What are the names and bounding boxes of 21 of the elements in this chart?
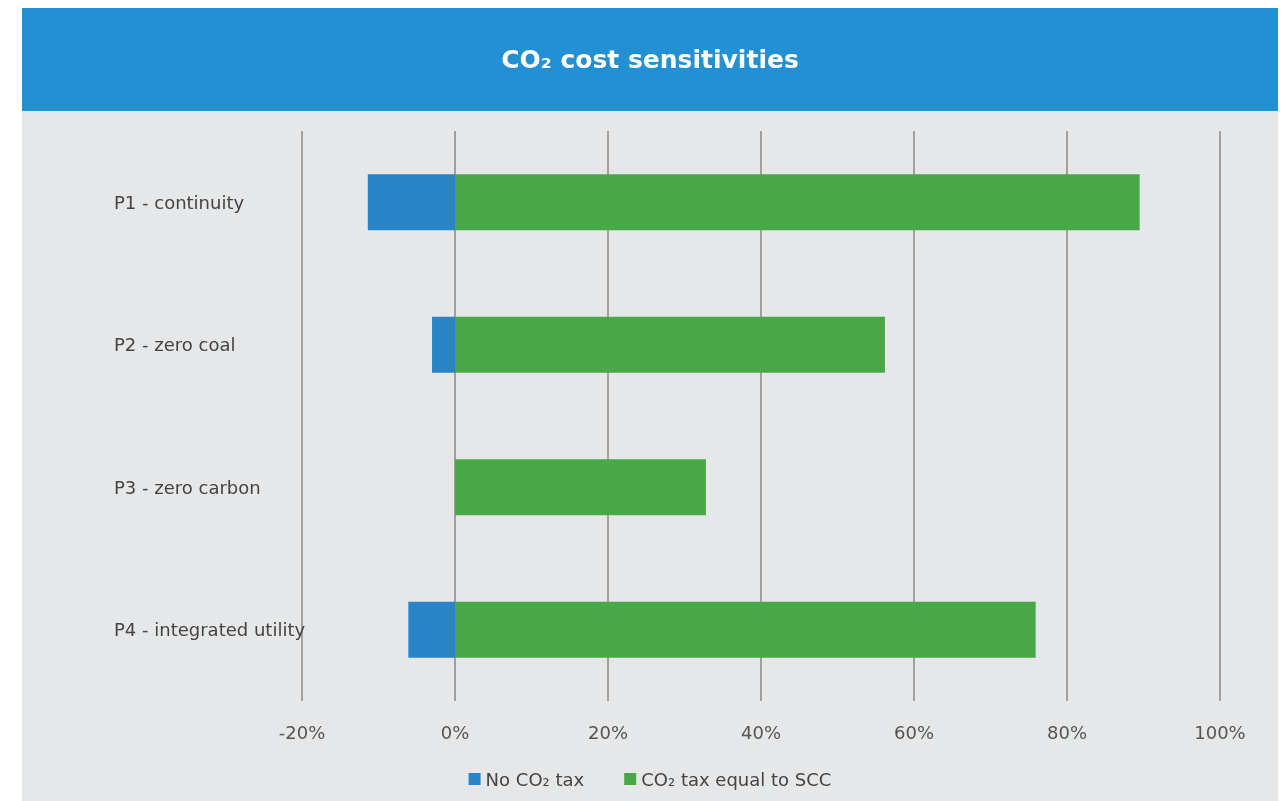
bar (455, 174, 1140, 231)
x-tick-label: 40% (740, 721, 782, 743)
x-tick-label: 20% (587, 721, 629, 743)
bar (432, 316, 455, 373)
bar (455, 601, 1036, 658)
bar (455, 316, 885, 373)
x-tick-label: 80% (1046, 721, 1088, 743)
bar (455, 459, 706, 516)
y-tick-label: P4 - integrated utility (114, 619, 306, 641)
legend-label: CO₂ tax equal to SCC (641, 768, 832, 790)
x-tick-label: -20% (278, 721, 326, 743)
bar (367, 174, 455, 231)
y-tick-label: P3 - zero carbon (114, 476, 261, 498)
y-tick-label: P1 - continuity (114, 191, 245, 213)
chart-title: CO₂ cost sensitivities (22, 8, 1278, 111)
y-tick-label: P2 - zero coal (114, 334, 236, 356)
legend-label: No CO₂ tax (485, 768, 585, 790)
x-tick-label: 100% (1194, 721, 1246, 743)
bar (408, 601, 455, 658)
x-tick-label: 60% (893, 721, 935, 743)
x-tick-label: 0% (440, 721, 470, 743)
